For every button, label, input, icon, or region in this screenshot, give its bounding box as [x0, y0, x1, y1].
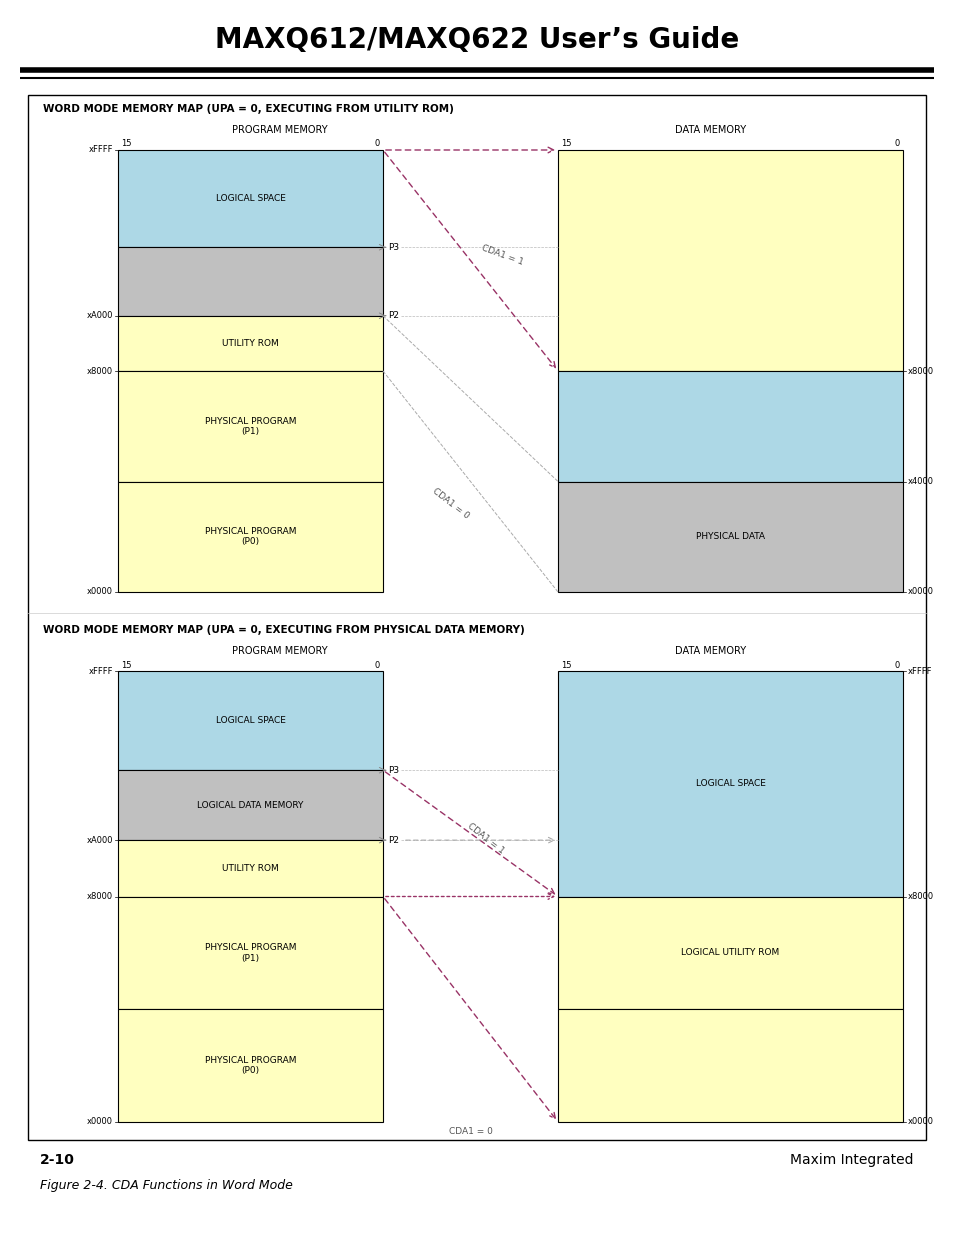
Text: Maxim Integrated: Maxim Integrated [790, 1153, 913, 1167]
Text: x0000: x0000 [907, 588, 933, 597]
Text: PHYSICAL PROGRAM
(P0): PHYSICAL PROGRAM (P0) [205, 527, 296, 546]
Bar [118, 1009, 382, 1123]
Text: 15: 15 [121, 661, 132, 669]
Text: 15: 15 [560, 140, 571, 148]
Bar [118, 316, 382, 370]
Text: LOGICAL SPACE: LOGICAL SPACE [215, 716, 285, 725]
Bar [118, 149, 382, 247]
Text: PHYSICAL PROGRAM
(P1): PHYSICAL PROGRAM (P1) [205, 944, 296, 962]
Bar [118, 247, 382, 316]
Text: PHYSICAL PROGRAM
(P0): PHYSICAL PROGRAM (P0) [205, 1056, 296, 1076]
Text: xFFFF: xFFFF [89, 667, 112, 676]
Text: x0000: x0000 [87, 588, 112, 597]
Text: 0: 0 [375, 140, 379, 148]
Text: Figure 2-4. CDA Functions in Word Mode: Figure 2-4. CDA Functions in Word Mode [40, 1178, 293, 1192]
Text: 2-10: 2-10 [40, 1153, 74, 1167]
Text: DATA MEMORY: DATA MEMORY [674, 646, 745, 656]
Text: DATA MEMORY: DATA MEMORY [674, 125, 745, 135]
Bar [118, 370, 382, 482]
Text: xA000: xA000 [87, 311, 112, 320]
Bar [558, 482, 902, 592]
Text: WORD MODE MEMORY MAP (UPA = 0, EXECUTING FROM UTILITY ROM): WORD MODE MEMORY MAP (UPA = 0, EXECUTING… [43, 104, 454, 114]
Text: MAXQ612/MAXQ622 User’s Guide: MAXQ612/MAXQ622 User’s Guide [214, 26, 739, 54]
Text: P3: P3 [388, 243, 398, 252]
Bar [558, 1009, 902, 1123]
Text: xFFFF: xFFFF [89, 146, 112, 154]
Text: 0: 0 [894, 661, 899, 669]
Text: x8000: x8000 [907, 367, 933, 375]
Text: WORD MODE MEMORY MAP (UPA = 0, EXECUTING FROM PHYSICAL DATA MEMORY): WORD MODE MEMORY MAP (UPA = 0, EXECUTING… [43, 625, 524, 635]
Text: x0000: x0000 [907, 1118, 933, 1126]
Text: CDA1 = 1: CDA1 = 1 [480, 243, 524, 267]
Text: 0: 0 [894, 140, 899, 148]
Text: UTILITY ROM: UTILITY ROM [222, 338, 278, 348]
Text: 15: 15 [121, 140, 132, 148]
Bar [118, 671, 382, 771]
Text: PHYSICAL PROGRAM
(P1): PHYSICAL PROGRAM (P1) [205, 416, 296, 436]
Bar [558, 370, 902, 482]
Text: P2: P2 [388, 836, 398, 845]
Text: CDA1 = 0: CDA1 = 0 [430, 487, 470, 521]
Text: xFFFF: xFFFF [907, 667, 931, 676]
Text: PHYSICAL DATA: PHYSICAL DATA [696, 532, 764, 541]
Text: P3: P3 [388, 766, 398, 774]
Text: LOGICAL SPACE: LOGICAL SPACE [215, 194, 285, 203]
Text: PROGRAM MEMORY: PROGRAM MEMORY [232, 125, 327, 135]
Bar [118, 482, 382, 592]
Text: CDA1 = 1: CDA1 = 1 [465, 821, 505, 856]
Text: LOGICAL DATA MEMORY: LOGICAL DATA MEMORY [197, 800, 303, 810]
Text: 15: 15 [560, 661, 571, 669]
Text: x0000: x0000 [87, 1118, 112, 1126]
Text: 0: 0 [375, 661, 379, 669]
Text: LOGICAL SPACE: LOGICAL SPACE [695, 779, 764, 788]
Bar [118, 840, 382, 897]
Bar [558, 149, 902, 370]
Text: xA000: xA000 [87, 836, 112, 845]
Text: x8000: x8000 [87, 892, 112, 902]
Text: x4000: x4000 [907, 477, 933, 487]
Text: LOGICAL UTILITY ROM: LOGICAL UTILITY ROM [680, 948, 779, 957]
Text: UTILITY ROM: UTILITY ROM [222, 863, 278, 873]
Text: P2: P2 [388, 311, 398, 320]
Bar [28, 95, 925, 1140]
Text: x8000: x8000 [907, 892, 933, 902]
Bar [558, 897, 902, 1009]
Text: PROGRAM MEMORY: PROGRAM MEMORY [232, 646, 327, 656]
Text: x8000: x8000 [87, 367, 112, 375]
Bar [118, 771, 382, 840]
Bar [558, 671, 902, 897]
Text: CDA1 = 0: CDA1 = 0 [448, 1128, 492, 1136]
Bar [118, 897, 382, 1009]
